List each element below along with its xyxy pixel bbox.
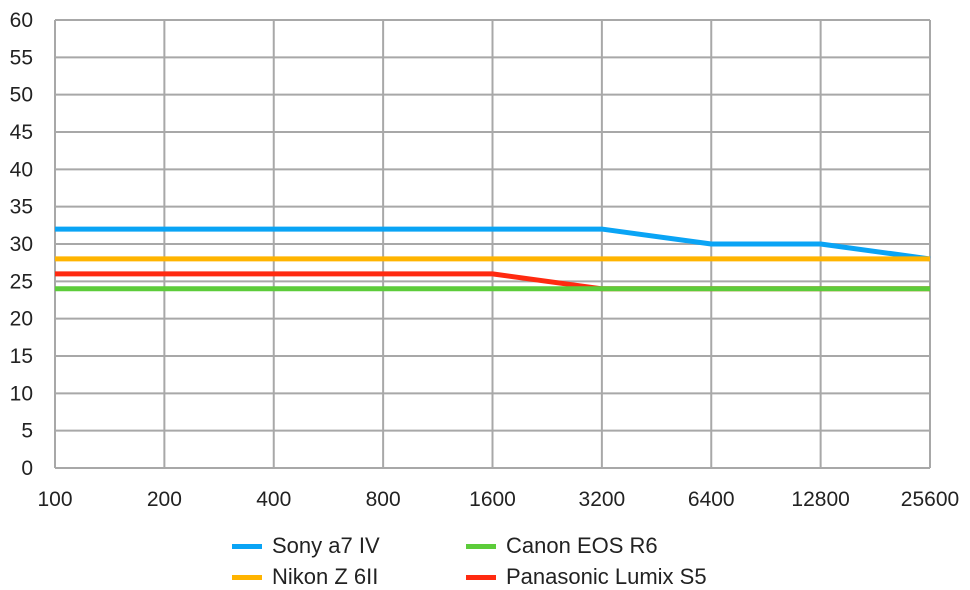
y-tick-label: 10 bbox=[10, 382, 33, 405]
legend-swatch-nikon bbox=[232, 574, 262, 580]
y-tick-label: 30 bbox=[10, 233, 33, 256]
series-line-sony-a7-iv bbox=[55, 226, 931, 262]
y-tick-label: 25 bbox=[10, 270, 33, 293]
legend-swatch-canon bbox=[466, 543, 496, 549]
x-tick-label: 6400 bbox=[688, 488, 735, 511]
y-tick-label: 20 bbox=[10, 308, 33, 331]
x-tick-label: 1600 bbox=[469, 488, 516, 511]
y-tick-label: 15 bbox=[10, 345, 33, 368]
legend-item-canon: Canon EOS R6 bbox=[466, 533, 658, 559]
y-tick-label: 60 bbox=[10, 9, 33, 32]
legend-item-panasonic: Panasonic Lumix S5 bbox=[466, 564, 707, 590]
y-tick-label: 45 bbox=[10, 121, 33, 144]
legend-item-sony: Sony a7 IV bbox=[232, 533, 380, 559]
legend-label-canon: Canon EOS R6 bbox=[506, 533, 658, 558]
legend-swatch-panasonic bbox=[466, 574, 496, 580]
y-tick-label: 35 bbox=[10, 196, 33, 219]
legend-label-sony: Sony a7 IV bbox=[272, 533, 380, 558]
x-tick-label: 800 bbox=[366, 488, 401, 511]
x-tick-label: 400 bbox=[256, 488, 291, 511]
x-tick-label: 200 bbox=[147, 488, 182, 511]
legend-item-nikon: Nikon Z 6II bbox=[232, 564, 378, 590]
y-tick-label: 40 bbox=[10, 158, 33, 181]
y-tick-label: 50 bbox=[10, 84, 33, 107]
x-tick-label: 3200 bbox=[579, 488, 626, 511]
legend-label-panasonic: Panasonic Lumix S5 bbox=[506, 564, 707, 589]
x-tick-label: 25600 bbox=[901, 488, 959, 511]
x-tick-label: 100 bbox=[37, 488, 72, 511]
y-tick-label: 0 bbox=[21, 457, 33, 480]
y-tick-label: 5 bbox=[21, 420, 33, 443]
y-tick-label: 55 bbox=[10, 46, 33, 69]
x-tick-label: 12800 bbox=[791, 488, 849, 511]
legend-label-nikon: Nikon Z 6II bbox=[272, 564, 379, 589]
legend-swatch-sony bbox=[232, 543, 262, 549]
